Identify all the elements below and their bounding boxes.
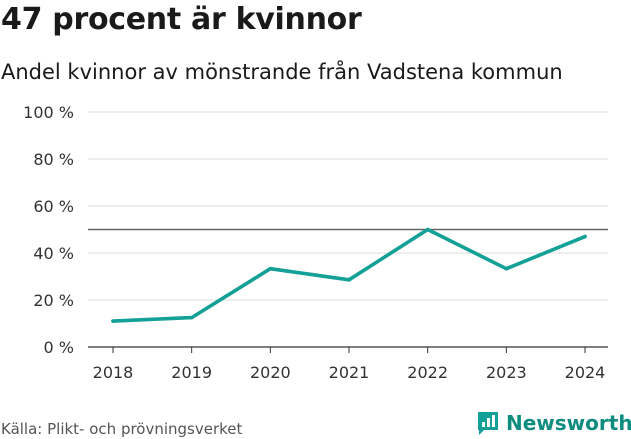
brand-logo: Newsworthy xyxy=(476,408,631,438)
data-point-2021 xyxy=(347,277,351,282)
data-point-2018 xyxy=(111,319,115,323)
y-tick-label-80: 80 % xyxy=(33,150,74,169)
data-point-2024 xyxy=(583,234,587,239)
chart-title: 47 procent är kvinnor xyxy=(1,2,362,37)
chart-subtitle: Andel kvinnor av mönstrande från Vadsten… xyxy=(1,60,563,84)
y-tick-label-20: 20 % xyxy=(33,291,74,310)
data-point-2022 xyxy=(425,227,430,232)
x-tick-label-2023: 2023 xyxy=(486,363,527,382)
series-layer xyxy=(111,227,587,323)
source-note: Källa: Plikt- och prövningsverket xyxy=(1,420,243,438)
y-tick-label-60: 60 % xyxy=(33,197,74,216)
x-tick-label-2018: 2018 xyxy=(93,363,134,382)
data-point-2019 xyxy=(189,315,194,320)
y-tick-label-40: 40 % xyxy=(33,244,74,263)
data-point-2023 xyxy=(504,266,509,271)
data-point-2020 xyxy=(268,266,273,271)
y-tick-label-100: 100 % xyxy=(23,103,74,122)
y-axis-labels: 0 % 20 % 40 % 60 % 80 % 100 % xyxy=(23,103,74,357)
brand-name: Newsworthy xyxy=(506,411,631,435)
x-tick-label-2024: 2024 xyxy=(565,363,606,382)
x-tick-label-2022: 2022 xyxy=(407,363,448,382)
y-tick-label-0: 0 % xyxy=(44,338,74,357)
x-tick-label-2021: 2021 xyxy=(329,363,370,382)
x-tick-label-2020: 2020 xyxy=(250,363,291,382)
newsworthy-logo-icon xyxy=(478,412,498,435)
x-tick-label-2019: 2019 xyxy=(171,363,212,382)
grid-lines xyxy=(88,111,608,348)
series-line-0 xyxy=(111,227,587,323)
x-axis-labels: 2018 2019 2020 2021 2022 2023 2024 xyxy=(93,347,606,382)
